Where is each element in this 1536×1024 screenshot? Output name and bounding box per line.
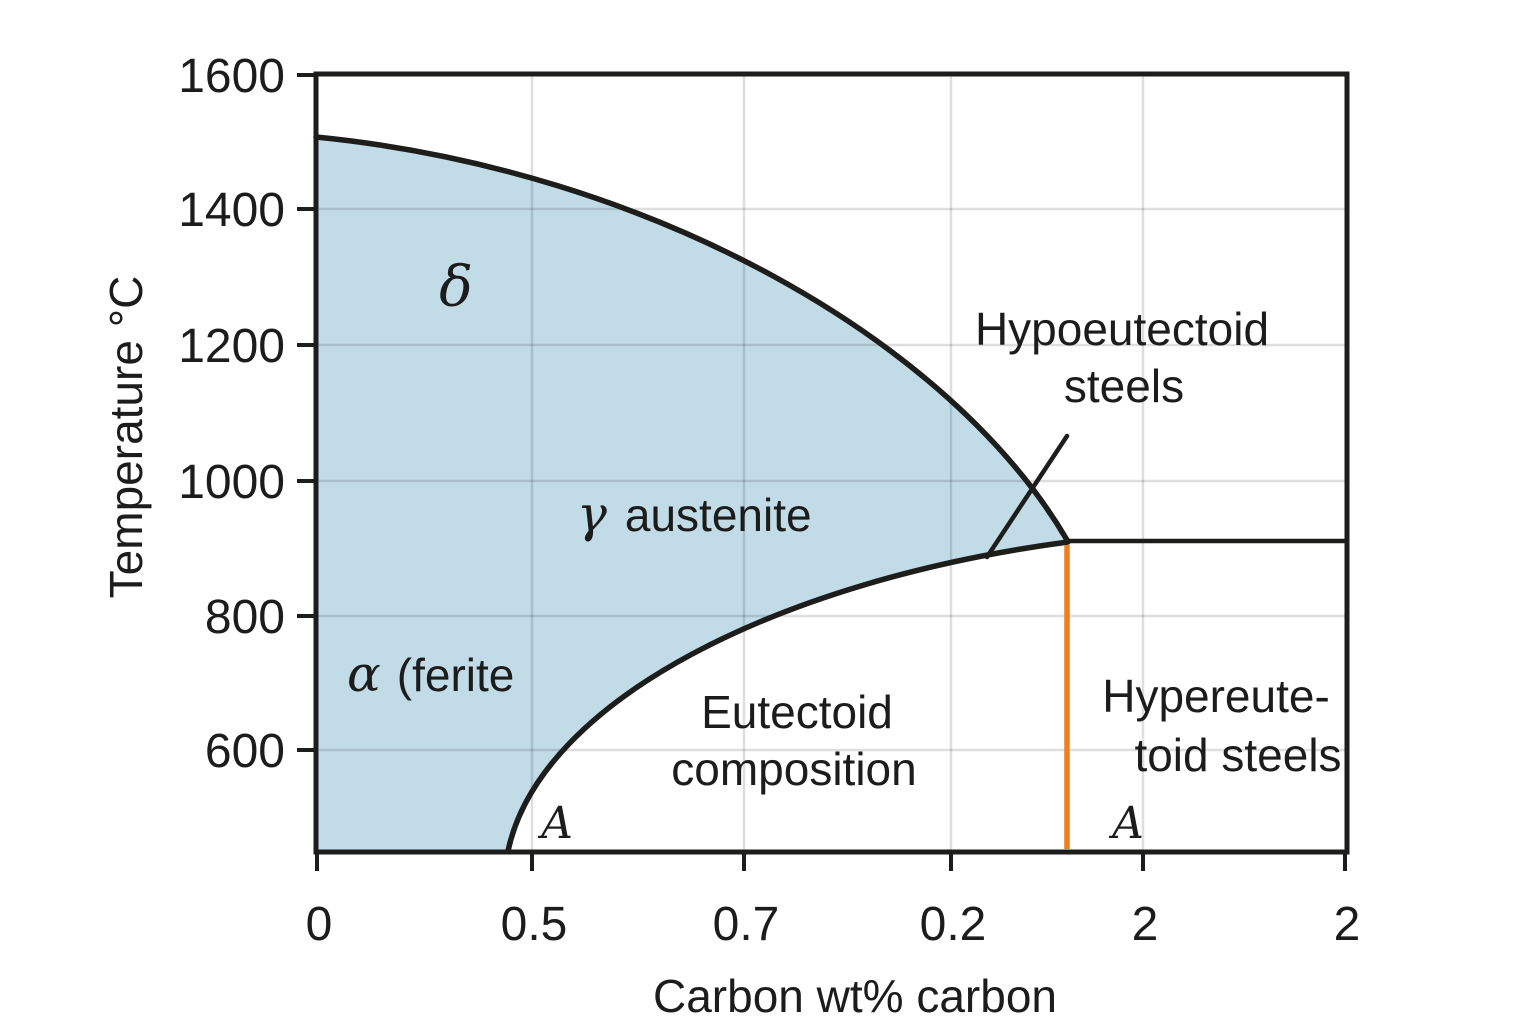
y-tick-label-800: 800 xyxy=(205,591,285,644)
y-axis-title: Temperature °C xyxy=(100,276,152,599)
eutectoid-line2: composition xyxy=(671,743,916,795)
x-tick-labels: 0 0.5 0.7 0.2 2 2 xyxy=(306,898,1361,951)
hypoeutectoid-steels-label: Hypoeutectoid steels xyxy=(975,303,1269,412)
alpha-text: (ferite xyxy=(397,649,515,701)
lower-boundary-curve xyxy=(505,539,1071,854)
eutectoid-composition-label: Eutectoid composition xyxy=(671,686,916,795)
hypoeutectoid-callout-line xyxy=(984,433,1070,560)
a-label-right: A xyxy=(1108,798,1144,849)
upper-boundary-curve xyxy=(313,134,1070,543)
x-axis-ticks xyxy=(315,852,1347,871)
y-axis-ticks xyxy=(297,73,316,752)
hypoeutectoid-line1: Hypoeutectoid xyxy=(975,303,1269,355)
alpha-ferrite-label: α (ferite xyxy=(347,645,514,703)
hypereutectoid-line1: Hypereute- xyxy=(1102,670,1330,722)
hypoeutectoid-line2: steels xyxy=(1064,360,1184,412)
y-tick-label-1200: 1200 xyxy=(178,320,285,373)
x-tick-label-0: 0 xyxy=(306,898,333,951)
plot-frame xyxy=(313,71,1350,855)
delta-phase-label: δ xyxy=(439,255,473,320)
y-tick-labels: 1600 1400 1200 1000 800 600 xyxy=(178,50,285,778)
alpha-symbol: α xyxy=(347,645,381,703)
y-tick-label-600: 600 xyxy=(205,725,285,778)
gridlines xyxy=(318,76,1345,850)
x-tick-label-0.2: 0.2 xyxy=(920,898,987,951)
gamma-text: austenite xyxy=(625,489,812,541)
hypereutectoid-steels-label: Hypereute- toid steels xyxy=(1102,670,1341,781)
hypereutectoid-line2: toid steels xyxy=(1134,729,1341,781)
x-tick-label-0.5: 0.5 xyxy=(501,898,568,951)
gamma-symbol: γ xyxy=(577,485,607,543)
x-tick-label-2a: 2 xyxy=(1132,898,1159,951)
x-axis-title: Carbon wt% carbon xyxy=(653,970,1057,1022)
x-tick-label-0.7: 0.7 xyxy=(713,898,780,951)
x-tick-label-2b: 2 xyxy=(1334,898,1361,951)
a-label-left: A xyxy=(537,798,573,849)
eutectoid-line1: Eutectoid xyxy=(701,686,893,738)
y-tick-label-1400: 1400 xyxy=(178,184,285,237)
y-tick-label-1000: 1000 xyxy=(178,456,285,509)
y-tick-label-1600: 1600 xyxy=(178,50,285,103)
gamma-austenite-label: γ austenite xyxy=(577,485,812,543)
austenite-region-fill xyxy=(316,137,1068,851)
